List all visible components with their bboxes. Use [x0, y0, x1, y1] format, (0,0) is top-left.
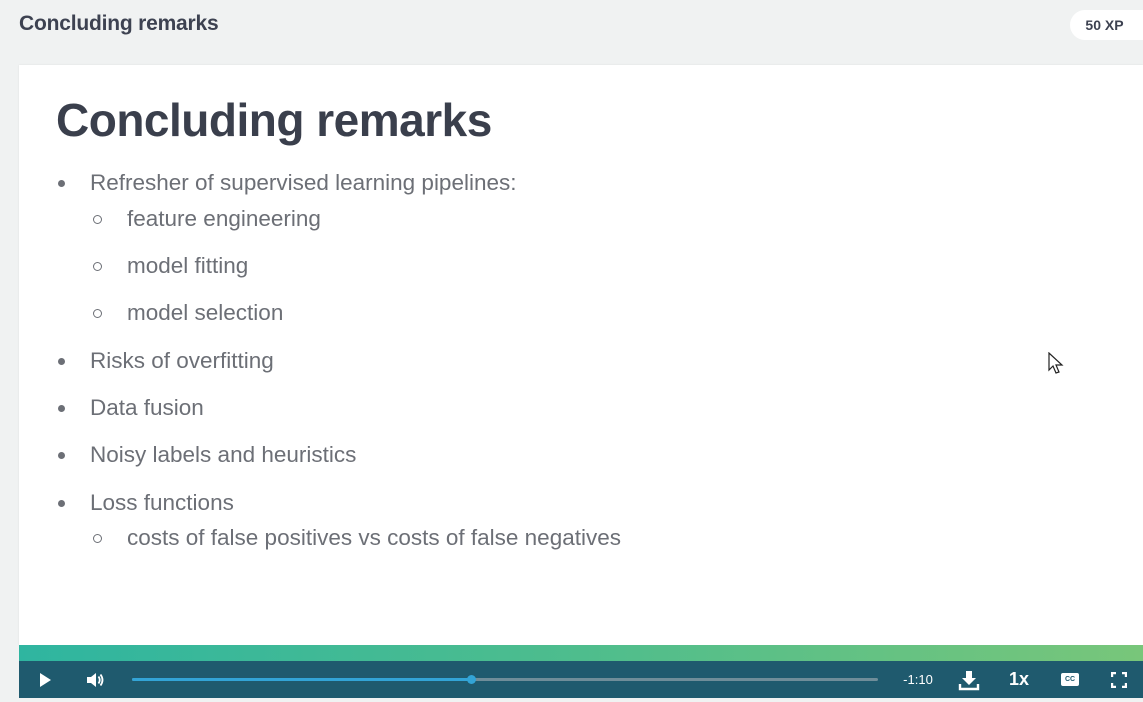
- captions-icon: CC: [1061, 673, 1079, 686]
- page-bottom-gap: [0, 698, 1143, 702]
- sub-bullet-circle-icon: [93, 533, 102, 543]
- xp-badge: 50 XP: [1070, 10, 1143, 40]
- bullet-dot-icon: [58, 499, 65, 507]
- slide-title: Concluding remarks: [56, 94, 492, 146]
- play-icon: [39, 672, 51, 687]
- seek-bar-progress: [132, 678, 471, 681]
- bullet-dot-icon: [58, 404, 65, 412]
- sub-bullet-circle-icon: [93, 308, 102, 318]
- sub-bullet-text: costs of false positives vs costs of fal…: [127, 525, 621, 550]
- sub-bullet-item: model fitting: [92, 253, 248, 279]
- sub-bullet-circle-icon: [93, 214, 102, 224]
- bullet-text: Data fusion: [90, 395, 204, 420]
- sub-bullet-text: model fitting: [127, 253, 249, 278]
- bullet-item: Refresher of supervised learning pipelin…: [56, 170, 517, 196]
- bullet-item: Noisy labels and heuristics: [56, 442, 356, 468]
- play-button[interactable]: [33, 661, 57, 698]
- download-icon: [958, 670, 980, 690]
- bullet-dot-icon: [58, 451, 65, 459]
- sub-bullet-text: feature engineering: [127, 206, 321, 231]
- sub-bullet-item: model selection: [92, 300, 283, 326]
- bullet-text: Risks of overfitting: [90, 348, 274, 373]
- bullet-item: Data fusion: [56, 395, 204, 421]
- volume-button[interactable]: [82, 661, 108, 698]
- download-button[interactable]: [956, 661, 982, 698]
- fullscreen-icon: [1111, 671, 1127, 688]
- sub-bullet-text: model selection: [127, 300, 284, 325]
- bullet-dot-icon: [58, 179, 65, 187]
- top-bar: Concluding remarks 50 XP: [0, 0, 1143, 50]
- bullet-text: Noisy labels and heuristics: [90, 442, 357, 467]
- bullet-text: Refresher of supervised learning pipelin…: [90, 170, 517, 195]
- seek-bar[interactable]: [132, 675, 878, 684]
- volume-icon: [87, 672, 104, 687]
- bullet-item: Risks of overfitting: [56, 348, 274, 374]
- sub-bullet-circle-icon: [93, 261, 102, 271]
- sub-bullet-item: costs of false positives vs costs of fal…: [92, 525, 621, 551]
- page-title: Concluding remarks: [19, 12, 219, 35]
- bullet-dot-icon: [58, 357, 65, 365]
- slide-progress-strip: [19, 645, 1143, 661]
- fullscreen-button[interactable]: [1107, 661, 1131, 698]
- seek-bar-handle[interactable]: [466, 675, 476, 684]
- time-remaining: -1:10: [903, 672, 933, 687]
- playback-speed-button[interactable]: 1x: [1008, 669, 1030, 689]
- mouse-cursor-icon: [1048, 352, 1064, 374]
- slide-card: Concluding remarks Refresher of supervis…: [19, 65, 1143, 645]
- bullet-item: Loss functions: [56, 490, 234, 516]
- captions-button[interactable]: CC: [1057, 661, 1083, 698]
- bullet-text: Loss functions: [90, 490, 234, 515]
- sub-bullet-item: feature engineering: [92, 206, 321, 232]
- video-controls: -1:10 1x CC: [19, 661, 1143, 698]
